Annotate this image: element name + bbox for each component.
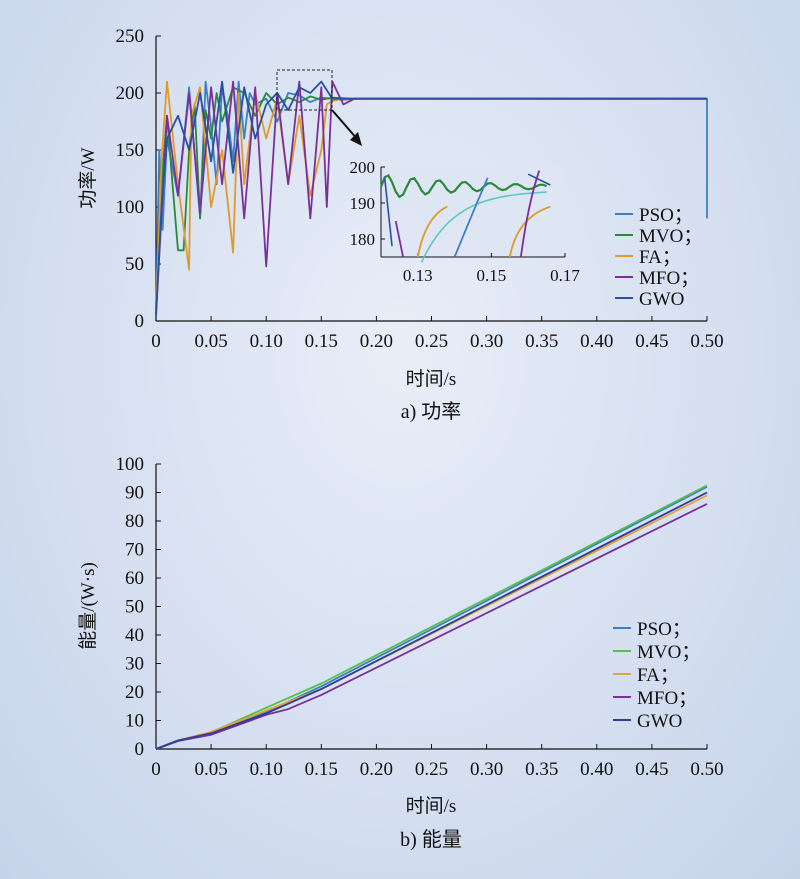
inset-series-gwo (383, 173, 551, 247)
energy-y-tick-label: 80 (125, 511, 144, 532)
power-x-tick-label: 0.30 (470, 331, 503, 352)
inset-series-pso (453, 177, 489, 258)
energy-series-pso (155, 486, 708, 750)
inset-series-fa (508, 205, 551, 258)
inset-y-tick-label: 200 (350, 158, 376, 177)
power-y-tick-label: 250 (116, 26, 145, 47)
energy-y-tick-label: 10 (125, 711, 144, 732)
energy-x-tick-label: 0 (151, 759, 161, 780)
energy-chart: 0 0.05 0.10 0.15 0.20 0.25 0.30 0.35 0.40 0.45 0.5… (77, 454, 724, 851)
energy-x-tick-label: 0.30 (470, 759, 503, 780)
energy-series-fa (155, 494, 708, 750)
inset-x-tick-label: 0.13 (403, 266, 433, 285)
power-axes: 0 0.05 0.10 0.15 0.20 0.25 0.30 0.35 0.40 0.45 0.5… (116, 26, 724, 352)
zoom-arrow-head (350, 132, 362, 146)
power-y-tick-label: 0 (135, 311, 145, 332)
power-legend-label-mvo: MVO； (639, 226, 702, 247)
inset-series-mvo (379, 174, 547, 199)
inset-x-tick-label: 0.15 (477, 266, 507, 285)
power-y-tick-label: 150 (116, 140, 145, 161)
energy-series-gwo (155, 491, 708, 750)
power-x-tick-label: 0.25 (415, 331, 448, 352)
power-x-axis-label: 时间/s (406, 368, 457, 390)
power-legend: PSO；MVO；FA；MFO；GWO (615, 205, 702, 310)
energy-x-tick-label: 0.25 (415, 759, 448, 780)
energy-y-tick-label: 100 (116, 454, 145, 475)
energy-legend: PSO；MVO；FA；MFO；GWO (613, 619, 700, 732)
power-series-fa (155, 80, 707, 316)
energy-x-axis-label: 时间/s (406, 795, 457, 817)
power-legend-label-pso: PSO； (639, 205, 693, 226)
energy-legend-label-gwo: GWO (637, 711, 682, 732)
inset-series-mfo (394, 170, 541, 258)
energy-x-tick-label: 0.15 (305, 759, 338, 780)
energy-axes: 0 0.05 0.10 0.15 0.20 0.25 0.30 0.35 0.40 0.45 0.5… (116, 454, 724, 780)
power-legend-label-mfo: MFO； (639, 268, 699, 289)
energy-y-tick-label: 0 (135, 739, 145, 760)
energy-series (155, 484, 708, 750)
energy-legend-label-fa: FA； (637, 665, 679, 686)
energy-series-mvo (155, 484, 708, 750)
energy-x-tick-label: 0.50 (690, 759, 723, 780)
energy-legend-label-mvo: MVO； (637, 642, 700, 663)
energy-y-axis-label: 能量/(W·s) (77, 562, 99, 650)
power-series-gwo (155, 80, 707, 316)
energy-x-tick-label: 0.05 (194, 759, 227, 780)
power-x-tick-label: 0.20 (360, 331, 393, 352)
energy-y-tick-label: 20 (125, 682, 144, 703)
power-legend-label-gwo: GWO (639, 289, 684, 310)
power-x-tick-label: 0.50 (690, 331, 723, 352)
power-x-tick-label: 0 (151, 331, 161, 352)
inset-y-tick-label: 180 (350, 230, 376, 249)
inset-y-tick-label: 190 (350, 194, 376, 213)
power-x-tick-label: 0.15 (305, 331, 338, 352)
power-chart: 0 0.05 0.10 0.15 0.20 0.25 0.30 0.35 0.40 0.45 0.5… (77, 26, 724, 423)
inset-chart: 0.13 0.15 0.17 180 190 200 (350, 158, 581, 285)
energy-y-tick-label: 70 (125, 540, 144, 561)
power-series (155, 80, 708, 316)
energy-y-tick-label: 90 (125, 483, 144, 504)
power-y-tick-label: 100 (116, 197, 145, 218)
power-y-axis-label: 功率/W (77, 147, 99, 208)
power-x-tick-label: 0.05 (194, 331, 227, 352)
energy-y-tick-label: 30 (125, 654, 144, 675)
energy-y-tick-label: 50 (125, 597, 144, 618)
power-x-tick-label: 0.45 (635, 331, 668, 352)
power-y-tick-label: 50 (125, 254, 144, 275)
energy-x-tick-label: 0.10 (250, 759, 283, 780)
power-caption: a) 功率 (401, 400, 462, 423)
energy-caption: b) 能量 (400, 828, 462, 851)
power-x-tick-label: 0.40 (580, 331, 613, 352)
inset-x-tick-label: 0.17 (550, 266, 580, 285)
energy-x-tick-label: 0.35 (525, 759, 558, 780)
inset-series-fa (416, 205, 448, 258)
inset-series-extra (420, 191, 547, 263)
power-series-mfo (155, 80, 707, 316)
power-x-tick-label: 0.35 (525, 331, 558, 352)
energy-legend-label-pso: PSO； (637, 619, 691, 640)
energy-y-tick-label: 60 (125, 568, 144, 589)
power-legend-label-fa: FA； (639, 247, 681, 268)
power-y-tick-label: 200 (116, 83, 145, 104)
energy-x-tick-label: 0.20 (360, 759, 393, 780)
energy-x-tick-label: 0.45 (635, 759, 668, 780)
energy-x-tick-label: 0.40 (580, 759, 613, 780)
zoom-arrow (331, 109, 359, 141)
energy-y-tick-label: 40 (125, 625, 144, 646)
energy-legend-label-mfo: MFO； (637, 688, 697, 709)
power-x-tick-label: 0.10 (250, 331, 283, 352)
zoom-box (276, 69, 333, 111)
